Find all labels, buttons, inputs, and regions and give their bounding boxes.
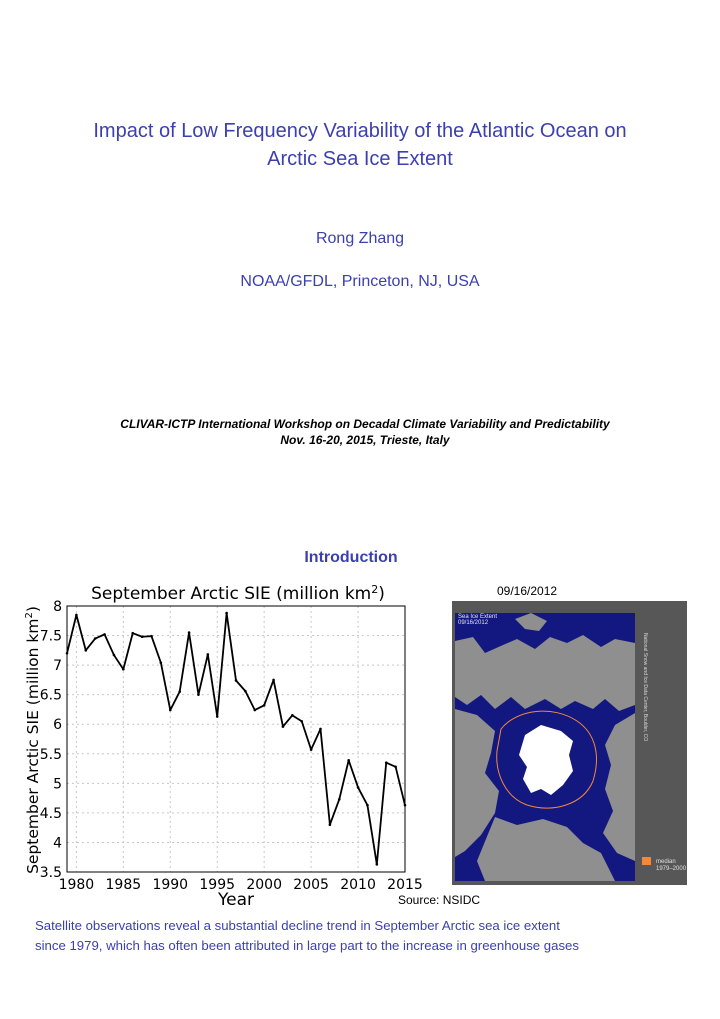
map-label: Sea Ice Extent 09/16/2012 [458, 614, 498, 626]
data-point [112, 653, 116, 657]
data-point [131, 631, 135, 635]
median-legend-swatch [642, 857, 651, 865]
title-line-2: Arctic Sea Ice Extent [267, 148, 453, 170]
data-point [103, 633, 106, 636]
sea-ice-map: Sea Ice Extent 09/16/2012 National Snow … [452, 601, 687, 885]
x-tick-label: 2000 [246, 877, 282, 893]
workshop-date: Nov. 16-20, 2015, Trieste, Italy [280, 433, 450, 447]
data-point [122, 667, 125, 671]
data-point [328, 823, 332, 827]
chart-grid [67, 605, 406, 873]
x-tick-label: 2015 [387, 877, 422, 893]
y-tick-label: 4.5 [40, 806, 62, 822]
data-point [337, 797, 341, 801]
land-east [603, 713, 635, 861]
y-tick-label: 3.5 [40, 865, 62, 881]
data-point [272, 678, 275, 682]
sie-series-line [66, 612, 406, 866]
data-point [150, 634, 153, 638]
data-point [356, 786, 360, 789]
data-point [75, 613, 78, 617]
y-tick-label: 4 [53, 835, 62, 851]
section-title: Introduction [304, 549, 398, 566]
data-point [65, 651, 69, 655]
data-point [197, 693, 200, 696]
x-axis-label: Year [217, 890, 254, 910]
land-south [477, 817, 615, 881]
chart-title: September Arctic SIE (million km2) [91, 583, 385, 604]
data-point [253, 708, 257, 712]
data-point [159, 661, 163, 665]
data-point [403, 803, 407, 807]
data-point [319, 727, 322, 731]
data-point [178, 690, 181, 694]
data-point [300, 719, 304, 723]
data-point [93, 637, 97, 640]
map-panel: Sea Ice Extent 09/16/2012 [455, 613, 635, 881]
x-tick-label: 2005 [293, 877, 329, 893]
land-west [455, 709, 499, 857]
plot-frame [66, 605, 406, 873]
map-credit: National Snow and Ice Data Center, Bould… [642, 633, 648, 742]
data-point [384, 761, 388, 764]
land-greenland-tip [515, 613, 547, 631]
x-tick-label: 1980 [59, 877, 95, 893]
arctic-map-image [455, 613, 635, 881]
data-point [262, 704, 266, 707]
data-point [375, 863, 379, 866]
data-point [244, 689, 247, 693]
median-extent-line [496, 710, 597, 809]
y-axis-label: September Arctic SIE (million km2) [24, 606, 42, 874]
x-tick-label: 2010 [340, 877, 376, 893]
y-tick-label: 8 [53, 599, 62, 615]
data-point [215, 715, 219, 718]
land-north [455, 635, 635, 711]
data-point [187, 631, 191, 634]
data-point [281, 725, 285, 728]
page-title: Impact of Low Frequency Variability of t… [0, 117, 720, 173]
map-date: 09/16/2012 [497, 584, 558, 598]
author-name: Rong Zhang [315, 230, 405, 247]
x-tick-label: 1985 [106, 877, 142, 893]
data-point [234, 679, 238, 682]
workshop-name: CLIVAR-ICTP International Workshop on De… [120, 417, 610, 431]
data-point [225, 611, 228, 615]
data-point [206, 653, 210, 656]
median-legend: median 1979–2000 [656, 859, 687, 872]
data-point [140, 635, 144, 639]
slide-caption: Satellite observations reveal a substant… [35, 918, 579, 953]
data-point [347, 758, 350, 762]
author-affiliation: NOAA/GFDL, Princeton, NJ, USA [240, 273, 480, 290]
y-tick-label: 5 [53, 776, 62, 792]
y-tick-label: 6 [53, 717, 62, 733]
data-point [291, 714, 294, 717]
data-point [168, 708, 172, 712]
title-line-1: Impact of Low Frequency Variability of t… [93, 120, 627, 142]
y-tick-label: 6.5 [40, 688, 62, 704]
y-tick-label: 5.5 [40, 747, 62, 763]
x-tick-label: 1995 [199, 877, 235, 893]
x-tick-label: 1990 [152, 877, 188, 893]
axis-ticks: 1980 1985 1990 1995 2000 2005 2010 2015 3.5 4 4.5 5… [40, 599, 422, 893]
sea-ice [519, 725, 573, 795]
y-tick-label: 7 [53, 658, 62, 674]
sie-line-chart: September Arctic SIE (million km2) 1980 1… [24, 583, 422, 910]
chart-series [65, 611, 407, 866]
source-credit: Source: NSIDC [398, 893, 481, 907]
workshop-info: CLIVAR-ICTP International Workshop on De… [0, 416, 720, 448]
data-point [84, 649, 88, 652]
data-point [366, 803, 369, 807]
data-point [394, 765, 397, 769]
data-point [309, 748, 313, 751]
y-tick-label: 7.5 [40, 629, 62, 645]
